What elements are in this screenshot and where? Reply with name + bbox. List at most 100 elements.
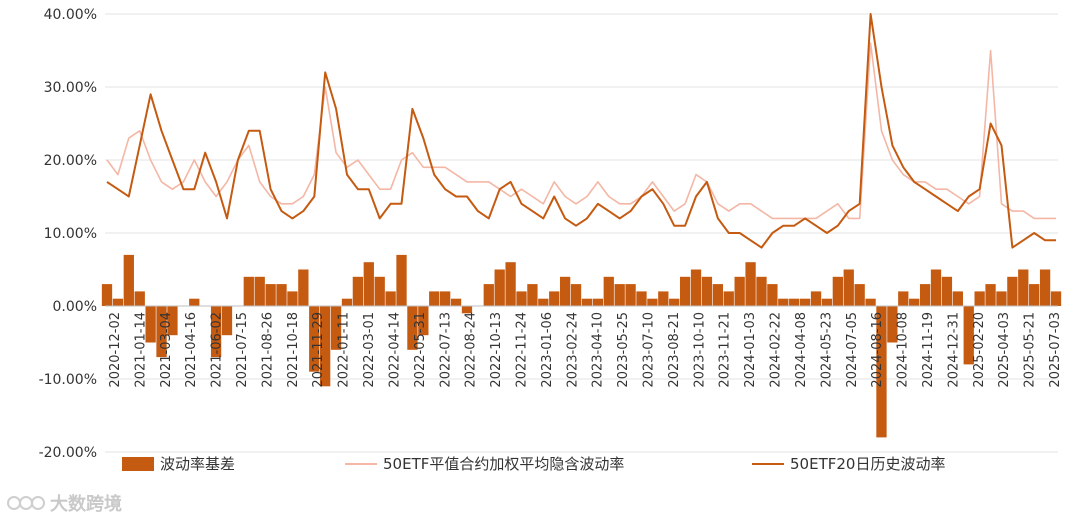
basis-bar (1007, 276, 1018, 306)
basis-bar (210, 306, 222, 358)
x-tick-label: 2024-08-16 (870, 312, 885, 388)
basis-bar (265, 284, 276, 306)
series-line (106, 42, 1056, 220)
x-tick-label: 2022-04-14 (387, 312, 402, 388)
basis-bar (559, 276, 571, 306)
x-tick-label: 2021-03-04 (159, 312, 174, 388)
x-tick-label: 2024-05-23 (819, 312, 834, 388)
basis-bar (1050, 291, 1062, 306)
basis-bar (581, 298, 593, 306)
basis-bar (679, 276, 691, 306)
basis-bar (461, 306, 473, 314)
x-tick-label: 2023-02-24 (565, 312, 580, 388)
x-tick-label: 2023-04-10 (591, 312, 606, 388)
basis-bar (505, 262, 516, 306)
basis-bar (440, 291, 451, 306)
basis-bar (985, 284, 996, 306)
legend: 波动率基差 50ETF平值合约加权平均隐含波动率 50ETF20日历史波动率 (122, 455, 945, 473)
x-tick-label: 2024-01-03 (743, 312, 758, 388)
basis-bar (1039, 269, 1051, 306)
basis-bar (418, 306, 429, 336)
basis-bar (450, 298, 462, 306)
basis-bar (767, 284, 778, 306)
x-tick-label: 2024-11-19 (921, 312, 936, 388)
y-axis: -20.00% -10.00% 0.00% 10.00% 20.00% 30.00% 40.… (39, 7, 97, 461)
legend-label: 50ETF平值合约加权平均隐含波动率 (383, 455, 624, 473)
basis-bar (429, 291, 440, 306)
basis-bar (898, 291, 909, 306)
basis-bar (320, 306, 331, 387)
y-tick-label: 40.00% (44, 7, 97, 23)
x-axis: 2020-12-02 2021-01-14 2021-03-04 2021-04-16… (105, 305, 1063, 388)
basis-bar (570, 284, 582, 306)
legend-label: 50ETF20日历史波动率 (790, 455, 945, 473)
basis-bar (341, 298, 353, 306)
x-tick-label: 2021-08-26 (260, 312, 275, 388)
x-tick-label: 2022-07-13 (438, 312, 453, 388)
x-tick-label: 2024-04-08 (794, 312, 809, 388)
basis-bar (352, 276, 364, 306)
x-tick-label: 2024-07-05 (845, 312, 860, 388)
y-tick-label: 0.00% (53, 299, 97, 315)
basis-bar (832, 276, 843, 306)
basis-bar (298, 269, 309, 306)
basis-bar (527, 284, 538, 306)
basis-bar (538, 298, 549, 306)
basis-bar (614, 284, 625, 306)
basis-bar (821, 298, 833, 306)
basis-bar (363, 262, 374, 306)
x-tick-label: 2020-12-02 (108, 312, 123, 388)
x-tick-label: 2023-08-21 (667, 312, 682, 388)
basis-bar (134, 291, 145, 306)
x-tick-label: 2025-02-20 (972, 312, 987, 388)
x-tick-label: 2023-07-10 (642, 312, 657, 388)
basis-bar (396, 254, 407, 306)
basis-bar (865, 298, 876, 306)
basis-bar (810, 291, 822, 306)
x-tick-label: 2025-04-03 (997, 312, 1012, 388)
basis-bar (843, 269, 854, 306)
legend-label: 波动率基差 (160, 455, 235, 473)
basis-bar (385, 291, 396, 306)
basis-bar (734, 276, 745, 306)
legend-swatch (122, 457, 154, 471)
basis-bar (941, 276, 953, 306)
basis-bar (887, 306, 898, 343)
y-tick-label: -20.00% (39, 445, 97, 461)
basis-bar (221, 306, 233, 336)
basis-bar (592, 298, 604, 306)
y-tick-label: -10.00% (39, 372, 97, 388)
basis-bar (723, 291, 734, 306)
basis-bar (930, 269, 942, 306)
basis-bar (374, 276, 385, 306)
basis-bar (516, 291, 527, 306)
basis-bar (778, 298, 789, 306)
x-tick-label: 2023-05-25 (616, 312, 631, 388)
basis-bar (603, 276, 614, 306)
x-tick-label: 2022-10-13 (489, 312, 504, 388)
basis-bar (756, 276, 767, 306)
basis-bar (1029, 284, 1040, 306)
basis-bar (952, 291, 963, 306)
basis-bar (854, 284, 865, 306)
x-tick-label: 2025-07-03 (1048, 312, 1063, 388)
basis-bar (876, 306, 887, 438)
basis-bar (101, 284, 113, 306)
x-tick-label: 2024-10-08 (896, 312, 911, 388)
x-tick-label: 2025-05-21 (1023, 312, 1038, 388)
x-tick-label: 2024-12-31 (946, 312, 961, 388)
basis-bar (145, 306, 156, 343)
x-tick-label: 2023-01-06 (540, 312, 555, 388)
basis-bar (701, 276, 713, 306)
series-line (106, 13, 1056, 249)
basis-bar (494, 269, 505, 306)
basis-bar (309, 306, 320, 372)
basis-bar (167, 306, 178, 336)
basis-bar (243, 276, 254, 306)
basis-bar (254, 276, 265, 306)
x-tick-label: 2021-10-18 (286, 312, 301, 388)
basis-bar (483, 284, 494, 306)
x-tick-label: 2021-04-16 (184, 312, 199, 388)
basis-bar (909, 298, 920, 306)
